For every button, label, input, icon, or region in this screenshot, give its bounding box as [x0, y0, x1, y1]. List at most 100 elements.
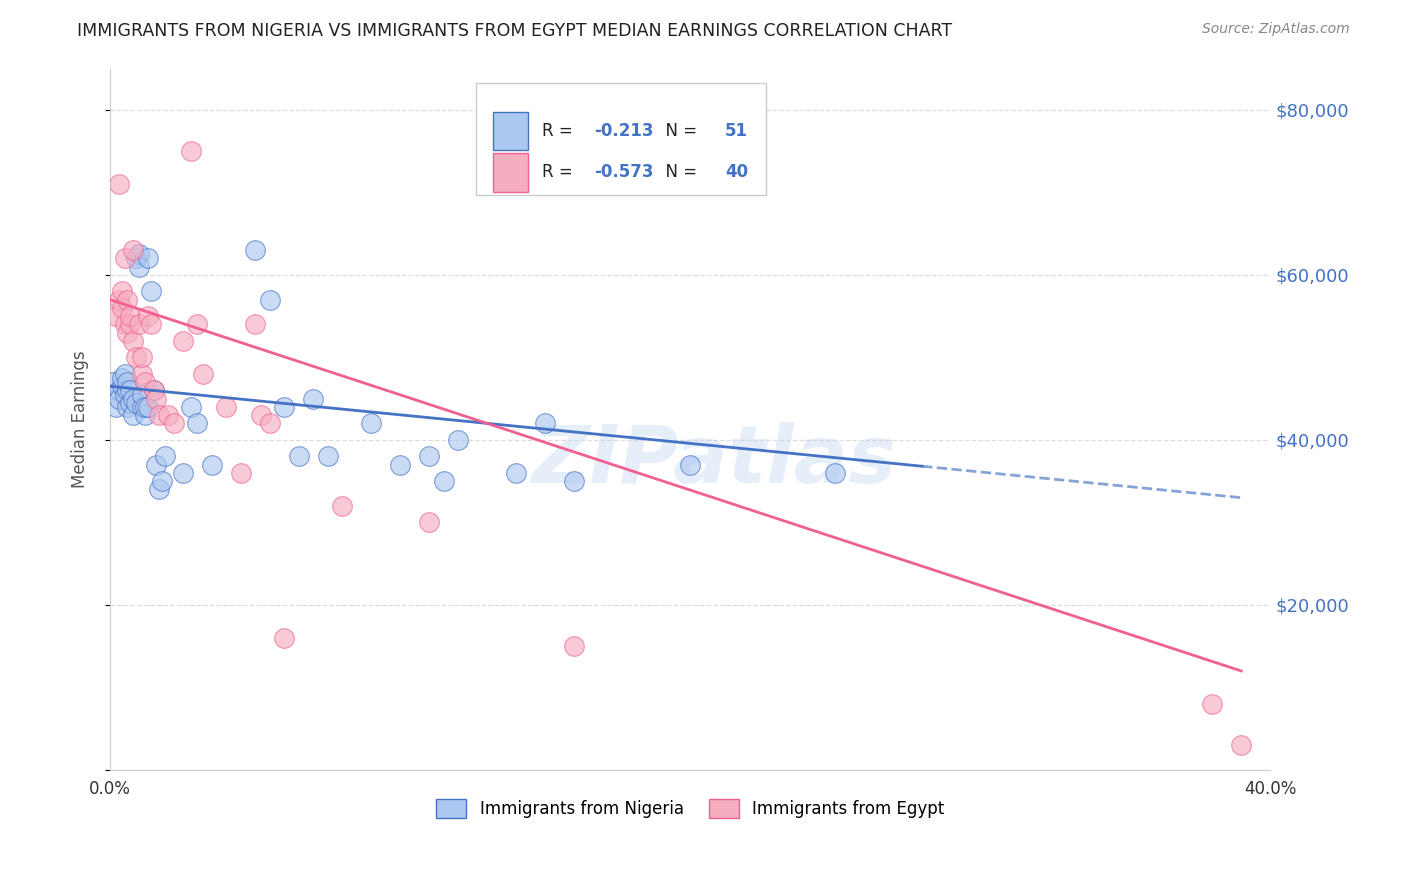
- Point: [215, 400, 238, 414]
- FancyBboxPatch shape: [475, 83, 765, 194]
- Text: N =: N =: [655, 163, 703, 181]
- Point: [136, 400, 159, 414]
- Point: [243, 318, 266, 332]
- Point: [117, 375, 139, 389]
- Point: [287, 450, 309, 464]
- Point: [117, 400, 139, 414]
- Point: [447, 433, 470, 447]
- Point: [134, 375, 156, 389]
- Point: [128, 247, 150, 261]
- Point: [107, 392, 129, 406]
- Point: [148, 483, 170, 497]
- Point: [120, 384, 142, 398]
- Point: [200, 458, 222, 472]
- Point: [134, 408, 156, 422]
- Point: [1230, 738, 1253, 752]
- Text: 40: 40: [725, 163, 748, 181]
- Point: [111, 301, 134, 315]
- Point: [172, 334, 194, 348]
- Point: [148, 408, 170, 422]
- Text: IMMIGRANTS FROM NIGERIA VS IMMIGRANTS FROM EGYPT MEDIAN EARNINGS CORRELATION CHA: IMMIGRANTS FROM NIGERIA VS IMMIGRANTS FR…: [77, 22, 952, 40]
- Point: [117, 384, 139, 398]
- Point: [114, 387, 136, 401]
- Point: [172, 466, 194, 480]
- Point: [111, 379, 134, 393]
- Point: [418, 450, 440, 464]
- FancyBboxPatch shape: [494, 153, 527, 192]
- Point: [679, 458, 702, 472]
- Point: [131, 367, 153, 381]
- Point: [273, 631, 295, 645]
- Point: [418, 516, 440, 530]
- Point: [111, 371, 134, 385]
- Point: [125, 351, 148, 365]
- Point: [562, 639, 585, 653]
- Point: [104, 309, 127, 323]
- FancyBboxPatch shape: [494, 112, 527, 150]
- Point: [120, 396, 142, 410]
- Text: Source: ZipAtlas.com: Source: ZipAtlas.com: [1202, 22, 1350, 37]
- Point: [302, 392, 325, 406]
- Point: [1201, 697, 1223, 711]
- Point: [163, 417, 186, 431]
- Point: [186, 318, 208, 332]
- Point: [505, 466, 527, 480]
- Text: ZIPatlas: ZIPatlas: [531, 422, 896, 500]
- Point: [136, 252, 159, 266]
- Point: [157, 408, 180, 422]
- Point: [186, 417, 208, 431]
- Point: [128, 260, 150, 274]
- Point: [142, 384, 165, 398]
- Point: [111, 285, 134, 299]
- Point: [145, 458, 167, 472]
- Point: [114, 252, 136, 266]
- Point: [117, 293, 139, 307]
- Point: [131, 387, 153, 401]
- Point: [120, 309, 142, 323]
- Text: -0.573: -0.573: [593, 163, 654, 181]
- Text: R =: R =: [541, 122, 578, 140]
- Point: [360, 417, 382, 431]
- Point: [191, 367, 214, 381]
- Point: [389, 458, 412, 472]
- Point: [120, 318, 142, 332]
- Point: [122, 334, 145, 348]
- Point: [125, 396, 148, 410]
- Point: [136, 309, 159, 323]
- Point: [125, 252, 148, 266]
- Point: [145, 392, 167, 406]
- Point: [107, 384, 129, 398]
- Text: N =: N =: [655, 122, 703, 140]
- Point: [150, 474, 173, 488]
- Point: [180, 400, 202, 414]
- Point: [114, 318, 136, 332]
- Point: [139, 318, 162, 332]
- Point: [114, 367, 136, 381]
- Point: [433, 474, 456, 488]
- Point: [122, 243, 145, 257]
- Point: [824, 466, 846, 480]
- Point: [134, 400, 156, 414]
- Point: [250, 408, 273, 422]
- Point: [117, 326, 139, 340]
- Point: [107, 293, 129, 307]
- Point: [101, 375, 124, 389]
- Point: [153, 450, 176, 464]
- Point: [259, 417, 281, 431]
- Text: -0.213: -0.213: [593, 122, 654, 140]
- Point: [229, 466, 252, 480]
- Point: [273, 400, 295, 414]
- Point: [180, 144, 202, 158]
- Point: [142, 384, 165, 398]
- Point: [128, 318, 150, 332]
- Point: [122, 392, 145, 406]
- Point: [243, 243, 266, 257]
- Point: [562, 474, 585, 488]
- Point: [107, 177, 129, 191]
- Point: [104, 400, 127, 414]
- Point: [131, 400, 153, 414]
- Point: [330, 499, 353, 513]
- Point: [259, 293, 281, 307]
- Point: [139, 285, 162, 299]
- Point: [534, 417, 557, 431]
